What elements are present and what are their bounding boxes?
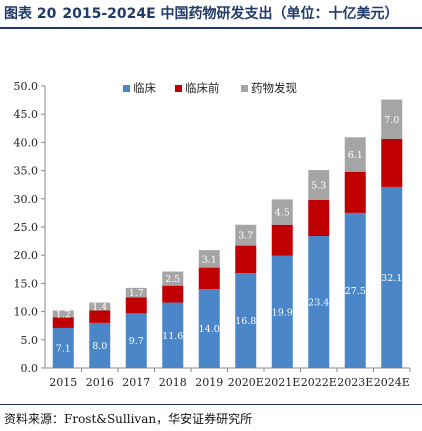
- data-label: 11.6: [162, 331, 183, 342]
- bar-segment: [308, 199, 330, 237]
- legend-swatch: [175, 85, 182, 92]
- y-tick-label: 30.0: [14, 193, 39, 206]
- x-tick-label: 2017: [122, 376, 150, 389]
- y-tick-label: 50.0: [14, 80, 39, 93]
- data-label: 23.4: [308, 298, 329, 309]
- data-label: 6.1: [348, 150, 363, 161]
- x-tick-label: 2018: [159, 376, 187, 389]
- bar-segment: [125, 297, 147, 314]
- y-tick-label: 15.0: [14, 277, 39, 290]
- bar-segment: [52, 327, 74, 368]
- data-label: 16.8: [235, 316, 256, 327]
- data-label: 27.5: [345, 286, 366, 297]
- data-label: 3.7: [238, 231, 253, 242]
- y-tick-label: 10.0: [14, 306, 39, 319]
- legend-swatch: [241, 85, 248, 92]
- bar-segment: [198, 289, 220, 368]
- bar-segment: [162, 302, 184, 368]
- bar-segment: [381, 139, 403, 187]
- data-label: 1.7: [129, 288, 144, 299]
- bar-segment: [235, 273, 257, 368]
- figure-title-text: 2015-2024E 中国药物研发支出（单位：十亿美元）: [62, 6, 399, 22]
- bar-segment: [89, 302, 111, 311]
- bar-segment: [89, 310, 111, 323]
- y-tick-label: 0.0: [21, 362, 39, 375]
- figure-title: 图表 20 2015-2024E 中国药物研发支出（单位：十亿美元）: [4, 3, 418, 27]
- y-tick-label: 45.0: [14, 108, 39, 121]
- data-label: 7.1: [56, 343, 71, 354]
- source-note: 资料来源：Frost&Sullivan，华安证券研究所: [4, 412, 253, 426]
- bar-segment: [235, 224, 257, 246]
- bar-segment: [271, 224, 293, 256]
- y-tick-label: 25.0: [14, 221, 39, 234]
- bar-segment: [235, 245, 257, 274]
- data-label: 3.1: [202, 254, 217, 265]
- legend-label: 临床前: [185, 81, 220, 95]
- x-tick-label: 2016: [86, 376, 114, 389]
- x-tick-label: 2023E: [337, 376, 373, 389]
- bar-segment: [52, 310, 74, 318]
- bar-segment: [162, 285, 184, 303]
- bar-segment: [381, 186, 403, 368]
- bar-segment: [271, 255, 293, 368]
- bar-segment: [308, 236, 330, 368]
- bar-segment: [198, 267, 220, 290]
- bar-segment: [344, 212, 366, 368]
- x-tick-label: 2021E: [264, 376, 300, 389]
- x-tick-label: 2022E: [301, 376, 337, 389]
- data-label: 2.5: [165, 274, 180, 285]
- legend-label: 临床: [133, 81, 156, 95]
- bar-segment: [162, 271, 184, 286]
- figure-label: 图表 20: [4, 6, 57, 22]
- legend-label: 药物发现: [251, 81, 297, 95]
- data-label: 5.3: [311, 180, 326, 191]
- bar-segment: [125, 287, 147, 298]
- x-tick-label: 2024E: [374, 376, 410, 389]
- bar-segment: [381, 99, 403, 140]
- title-divider: [0, 27, 422, 29]
- x-tick-label: 2015: [49, 376, 77, 389]
- bar-segment: [271, 199, 293, 225]
- bar-segment: [308, 170, 330, 200]
- source-divider: [0, 404, 422, 405]
- y-tick-label: 5.0: [21, 334, 39, 347]
- data-label: 7.0: [384, 115, 399, 126]
- data-label: 8.0: [92, 341, 107, 352]
- data-label: 32.1: [381, 273, 402, 284]
- x-tick-label: 2020E: [228, 376, 264, 389]
- data-label: 1.4: [92, 302, 107, 313]
- data-label: 1.2: [56, 309, 71, 320]
- data-label: 14.0: [199, 324, 220, 335]
- bar-segment: [52, 317, 74, 328]
- bar-segment: [344, 137, 366, 172]
- data-label: 19.9: [272, 307, 293, 318]
- y-tick-label: 20.0: [14, 249, 39, 262]
- bar-segment: [125, 313, 147, 368]
- bar-segment: [89, 322, 111, 368]
- stacked-bar-chart: 0.0 5.0 10.0 15.0 20.0 25.0 30.0 35.0 40.0 45.0 50…: [14, 80, 411, 389]
- bar-segment: [344, 171, 366, 213]
- y-tick-label: 40.0: [14, 136, 39, 149]
- legend-swatch: [123, 85, 130, 92]
- data-label: 9.7: [129, 336, 144, 347]
- data-label: 4.5: [275, 208, 290, 219]
- x-tick-label: 2019: [195, 376, 223, 389]
- y-tick-label: 35.0: [14, 165, 39, 178]
- bar-segment: [198, 250, 220, 268]
